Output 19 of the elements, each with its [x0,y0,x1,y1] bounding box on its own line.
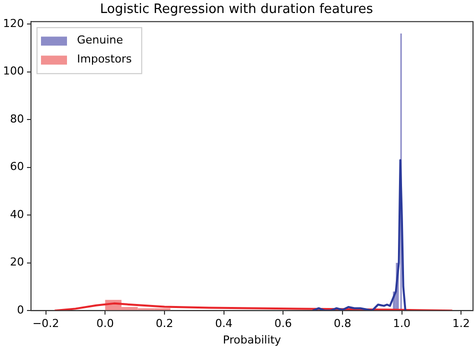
chart-title: Logistic Regression with duration features [100,2,374,18]
x-tick-label: −0.2 [32,317,60,330]
y-tick-label: 60 [10,160,24,174]
x-tick-label: 1.0 [393,317,411,330]
x-axis-title: Probability [222,333,282,346]
x-tick-label: 0.4 [215,317,233,330]
y-tick-label: 120 [2,16,24,30]
legend-label: Impostors [76,52,132,66]
x-tick-label: 0.8 [334,317,352,330]
x-tick-label: 1.2 [452,317,470,330]
x-tick-label: 0.0 [96,317,114,330]
legend-label: Genuine [76,33,124,46]
x-tick-label: 0.6 [274,317,292,330]
y-tick-label: 40 [10,208,24,221]
y-tick-label: 100 [2,64,24,78]
x-tick-label: 0.2 [156,317,174,330]
y-tick-label: 80 [10,112,24,126]
y-tick-label: 20 [10,256,24,269]
y-tick-label: 0 [16,303,24,316]
